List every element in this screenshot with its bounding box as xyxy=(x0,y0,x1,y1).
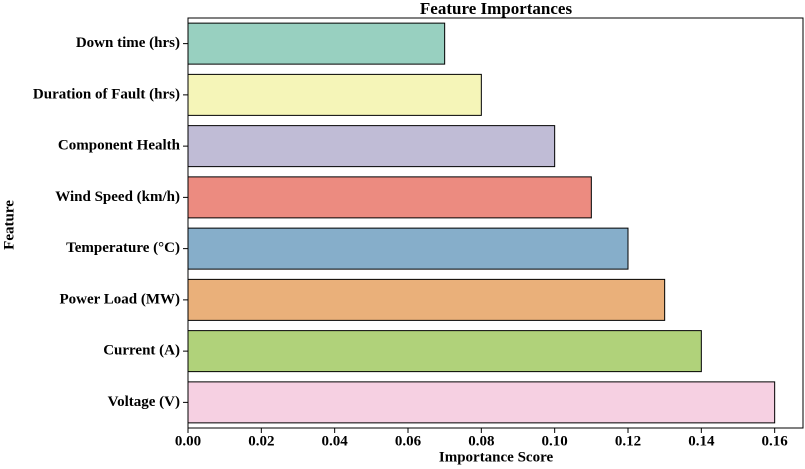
bar xyxy=(187,330,702,373)
bar xyxy=(187,227,629,270)
y-axis-label: Feature xyxy=(1,200,17,250)
x-tick-label: 0.00 xyxy=(175,433,201,449)
x-tick-label: 0.02 xyxy=(248,433,274,449)
bar xyxy=(187,176,592,219)
x-tick-label: 0.12 xyxy=(615,433,641,449)
y-tick-label: Temperature (°C) xyxy=(66,240,180,256)
bar xyxy=(187,125,556,168)
bar xyxy=(187,73,482,116)
y-tick-label: Current (A) xyxy=(103,343,180,359)
y-tick-label: Component Health xyxy=(58,138,181,154)
bar xyxy=(187,278,666,321)
y-tick-label: Voltage (V) xyxy=(108,394,180,410)
y-tick-label: Down time (hrs) xyxy=(76,35,180,51)
chart-title: Feature Importances xyxy=(420,0,573,18)
x-tick-label: 0.04 xyxy=(322,433,349,449)
bar xyxy=(187,381,776,424)
x-tick-label: 0.08 xyxy=(468,433,494,449)
plot-frame xyxy=(187,17,804,429)
x-axis-label: Importance Score xyxy=(439,449,554,465)
y-tick-label: Duration of Fault (hrs) xyxy=(33,86,180,102)
y-tick-label: Power Load (MW) xyxy=(59,291,180,307)
bar xyxy=(187,22,446,65)
y-tick-label: Wind Speed (km/h) xyxy=(55,189,180,205)
x-tick-label: 0.14 xyxy=(688,433,715,449)
x-tick-label: 0.06 xyxy=(395,433,422,449)
x-tick-label: 0.16 xyxy=(762,433,789,449)
x-tick-label: 0.10 xyxy=(542,433,568,449)
